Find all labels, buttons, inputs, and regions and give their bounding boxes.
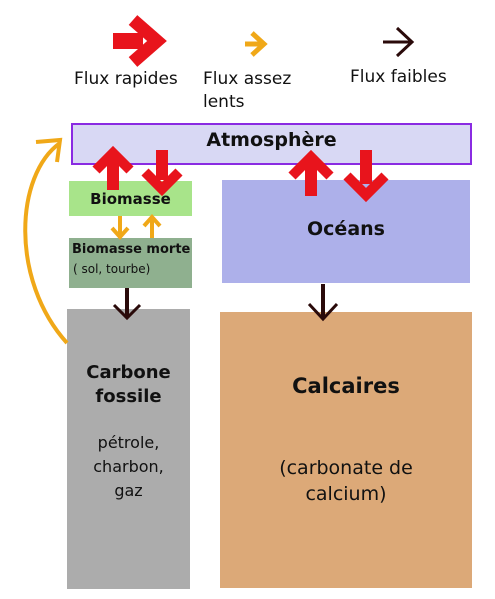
atmosphere-box: Atmosphère [71, 123, 472, 165]
calcaires-subtitle: (carbonate de calcium) [220, 455, 472, 507]
biomasse-box: Biomasse [69, 181, 192, 216]
carbone-fossile-sub-line2: charbon, [93, 457, 164, 476]
biomasse-title: Biomasse [90, 190, 171, 208]
legend-medium-label-line2: lents [203, 92, 245, 112]
calcaires-title: Calcaires [292, 374, 400, 398]
calcaires-box: Calcaires (carbonate de calcium) [220, 312, 472, 588]
flux-fossile-to-atmosphere-arrow [23, 137, 69, 345]
biomasse-morte-box: Biomasse morte ( sol, tourbe) [69, 238, 192, 288]
carbone-fossile-box: Carbone fossile pétrole, charbon, gaz [67, 309, 190, 589]
legend-fast-arrow-icon [113, 15, 167, 67]
legend-slow-label: Flux faibles [350, 67, 447, 87]
calcaires-sub-line2: calcium) [305, 483, 387, 505]
oceans-title: Océans [307, 218, 385, 240]
biomasse-morte-title: Biomasse morte [72, 242, 191, 257]
oceans-box: Océans [222, 180, 470, 283]
legend-medium-label-line1: Flux assez [203, 69, 292, 89]
biomasse-morte-subtitle: ( sol, tourbe) [73, 262, 151, 276]
atmosphere-title: Atmosphère [206, 129, 337, 151]
legend-fast-label: Flux rapides [74, 69, 178, 89]
carbone-fossile-sub-line1: pétrole, [97, 433, 160, 452]
legend-medium-arrow-icon [245, 31, 268, 57]
carbone-fossile-title-line2: fossile [95, 386, 162, 407]
legend-slow-arrow-icon [383, 26, 415, 58]
flux-morte-to-biomasse-arrow [142, 213, 162, 238]
carbone-fossile-subtitle: pétrole, charbon, gaz [67, 431, 190, 503]
carbone-fossile-title-line1: Carbone [86, 362, 171, 383]
calcaires-sub-line1: (carbonate de [279, 457, 413, 479]
flux-biomasse-to-morte-arrow [110, 216, 130, 241]
carbone-fossile-sub-line3: gaz [114, 481, 143, 500]
carbone-fossile-title: Carbone fossile [67, 361, 190, 409]
